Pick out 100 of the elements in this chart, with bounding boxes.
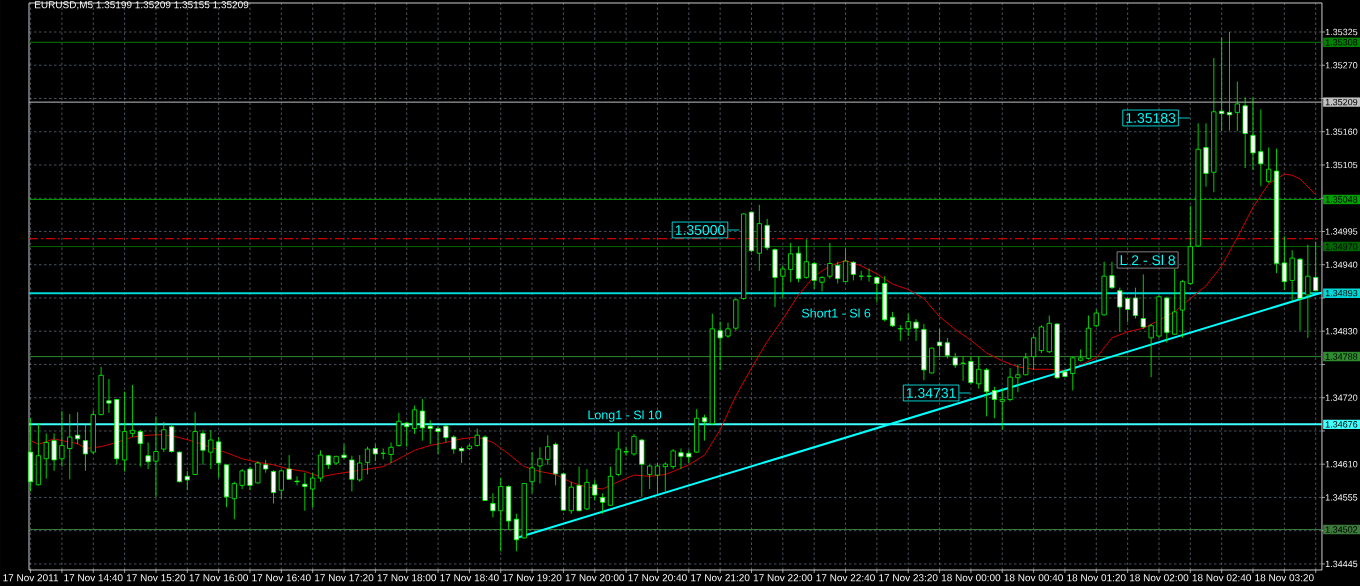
candlestick — [592, 479, 598, 501]
candlestick — [1313, 241, 1319, 292]
y-tick-label: 1.35270 — [1325, 62, 1358, 69]
y-tick-label: 1.35105 — [1325, 161, 1358, 169]
x-tick-label: 18 Nov 02:00 — [1130, 574, 1189, 582]
candlestick — [874, 275, 880, 303]
x-tick-label: 17 Nov 2011 — [3, 574, 59, 582]
candlestick — [991, 386, 998, 419]
candlestick — [827, 242, 833, 280]
x-tick-label: 18 Nov 01:20 — [1067, 574, 1126, 582]
ref-line-label: 1.34893 — [1325, 289, 1358, 297]
candlestick — [231, 481, 237, 520]
candlestick — [647, 464, 653, 490]
candlestick — [842, 248, 849, 283]
candlestick — [1226, 31, 1233, 131]
candlestick — [317, 449, 324, 483]
candlestick — [1140, 274, 1146, 330]
candlestick — [474, 428, 480, 448]
candlestick — [427, 419, 433, 445]
candlestick — [145, 442, 151, 470]
candlestick — [161, 421, 167, 453]
candlestick — [803, 238, 809, 280]
candlestick — [51, 432, 57, 472]
x-tick-label: 17 Nov 15:20 — [126, 574, 186, 582]
candlestick — [67, 413, 73, 480]
x-tick-label: 17 Nov 14:40 — [64, 574, 123, 582]
ref-line-label: 1.34502 — [1325, 526, 1358, 533]
y-tick-label: 1.34940 — [1325, 261, 1358, 268]
candlestick — [1038, 324, 1045, 354]
x-tick-label: 17 Nov 21:20 — [691, 574, 750, 582]
candlestick — [1305, 244, 1311, 339]
candlestick — [600, 492, 606, 515]
candlestick — [513, 513, 520, 552]
candlestick — [216, 436, 222, 479]
candlestick — [1289, 249, 1295, 302]
candlestick — [341, 443, 347, 460]
candlestick — [788, 242, 794, 283]
candlestick — [913, 318, 919, 342]
ref-line-label: 1.34970 — [1325, 243, 1358, 250]
candlestick — [850, 260, 856, 281]
x-tick-label: 17 Nov 18:00 — [377, 574, 437, 582]
candlestick — [835, 261, 841, 284]
candlestick — [82, 424, 89, 472]
candlestick — [294, 475, 300, 486]
candlestick — [1109, 261, 1115, 290]
candlestick — [302, 472, 308, 512]
candlestick — [545, 434, 551, 466]
candlestick — [1266, 147, 1272, 184]
ref-line-label: 1.34676 — [1325, 421, 1358, 428]
chart-title: EURUSD,M5 1.35199 1.35209 1.35155 1.35209 — [35, 1, 249, 10]
candlestick — [255, 460, 261, 484]
ref-line-label: 1.35209 — [1325, 98, 1358, 106]
x-tick-label: 17 Nov 20:00 — [565, 574, 625, 582]
x-tick-label: 17 Nov 16:00 — [189, 574, 248, 582]
x-tick-label: 17 Nov 22:00 — [753, 574, 813, 582]
candlestick — [944, 337, 950, 359]
ref-line-label: 1.35048 — [1325, 196, 1358, 203]
candlestick — [137, 429, 143, 468]
ref-line-label: 1.34788 — [1325, 353, 1358, 360]
x-tick-label: 17 Nov 17:20 — [315, 574, 374, 582]
candlestick — [654, 462, 661, 496]
annotation: Long1 - Sl 10 — [588, 410, 662, 422]
y-tick-label: 1.34555 — [1325, 494, 1358, 501]
annotation: 1.35183 — [1126, 113, 1176, 123]
candlestick — [286, 454, 292, 481]
candlestick — [568, 481, 574, 515]
candlestick — [1117, 287, 1123, 333]
candlestick — [662, 461, 668, 492]
candlestick — [670, 448, 676, 470]
x-tick-label: 17 Nov 16:40 — [252, 574, 311, 582]
candlestick — [278, 469, 284, 500]
candlestick — [968, 356, 974, 385]
candlestick — [458, 446, 465, 464]
candlestick — [490, 492, 496, 518]
y-tick-label: 1.34445 — [1325, 560, 1358, 568]
candlestick — [349, 455, 355, 492]
candlestick — [43, 432, 49, 480]
candlestick — [537, 446, 543, 484]
candlestick — [1031, 333, 1037, 371]
annotation: Short1 - Sl 6 — [801, 308, 871, 318]
x-tick-label: 17 Nov 20:40 — [628, 574, 687, 582]
y-tick-label: 1.34720 — [1325, 394, 1358, 401]
candlestick — [247, 466, 253, 491]
candlestick — [701, 414, 708, 442]
candlestick — [976, 356, 982, 390]
candlestick — [631, 433, 637, 457]
candlestick — [1281, 235, 1287, 291]
candlestick — [819, 275, 825, 292]
ref-line-label: 1.35308 — [1325, 39, 1358, 46]
annotation: 1.35000 — [675, 225, 725, 235]
x-tick-label: 17 Nov 22:40 — [816, 574, 875, 582]
candlestick — [1172, 268, 1178, 336]
x-tick-label: 17 Nov 23:20 — [879, 574, 938, 582]
candlestick — [1258, 108, 1264, 187]
candlestick — [905, 313, 911, 337]
x-tick-label: 17 Nov 19:20 — [503, 574, 562, 582]
candlestick — [1250, 96, 1256, 171]
candlestick — [780, 264, 786, 299]
candlestick — [1070, 356, 1076, 391]
candlestick — [357, 454, 363, 483]
